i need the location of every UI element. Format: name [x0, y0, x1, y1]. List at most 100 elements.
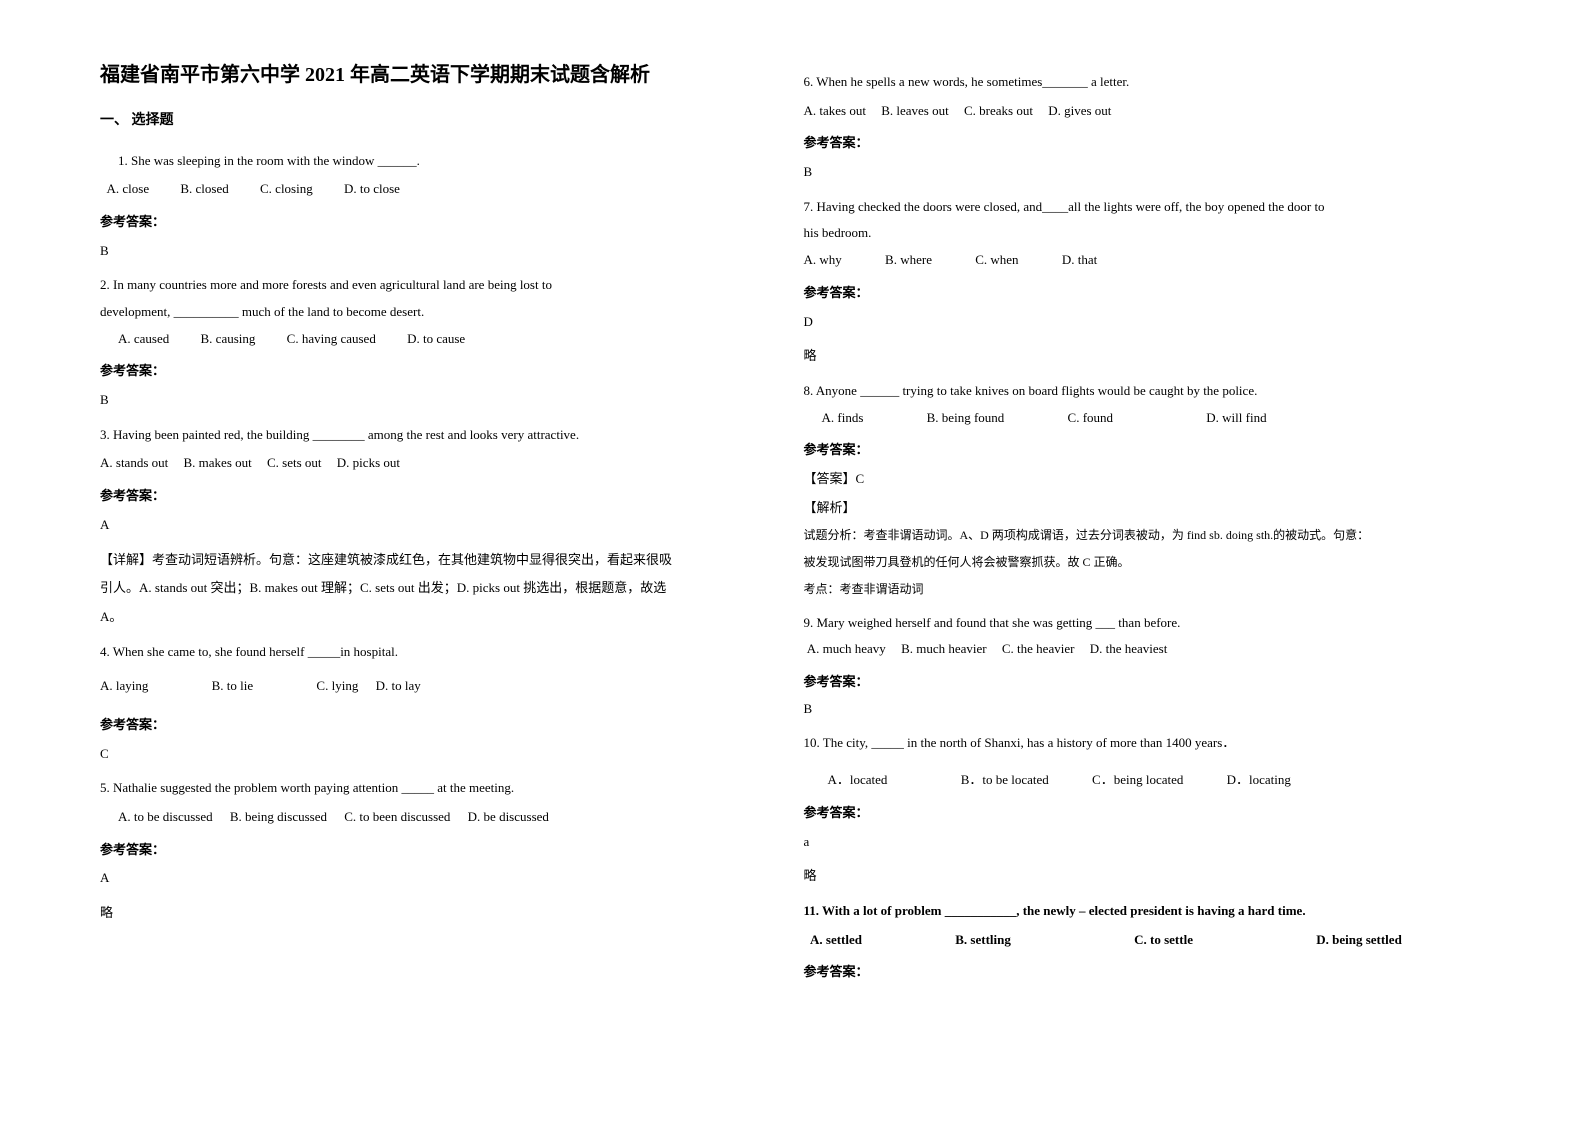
q8-text: 8. Anyone ______ trying to take knives o…	[804, 379, 1478, 404]
q4-optA: A. laying	[100, 674, 148, 699]
q4-text: 4. When she came to, she found herself _…	[100, 640, 774, 665]
q9-optC: C. the heavier	[1002, 637, 1075, 662]
q10-text: 10. The city, _____ in the north of Shan…	[804, 731, 1478, 756]
q5-options: A. to be discussed B. being discussed C.…	[100, 805, 774, 830]
q2-line1: 2. In many countries more and more fores…	[100, 273, 774, 298]
q4-optD: D. to lay	[376, 674, 421, 699]
q5-text: 5. Nathalie suggested the problem worth …	[100, 776, 774, 801]
q3-answer: A	[100, 513, 774, 538]
q7-line2: his bedroom.	[804, 221, 1478, 246]
q7-optB: B. where	[885, 248, 932, 273]
q9-answer-label: 参考答案：	[804, 670, 1478, 695]
q1-answer: B	[100, 239, 774, 264]
q10-options: A．located B．to be located C．being locate…	[804, 768, 1478, 793]
q1-optB: B. closed	[180, 177, 228, 202]
q11-optA: A. settled	[810, 928, 862, 953]
q6-answer-label: 参考答案：	[804, 131, 1478, 156]
q7-answer-label: 参考答案：	[804, 281, 1478, 306]
q6-answer: B	[804, 160, 1478, 185]
q8-ansLine: 【答案】C	[804, 467, 1478, 492]
right-column: 6. When he spells a new words, he someti…	[804, 60, 1508, 1082]
q7-optA: A. why	[804, 248, 842, 273]
q4-answer: C	[100, 742, 774, 767]
q5-answer: A	[100, 866, 774, 891]
q4-optB: B. to lie	[212, 674, 254, 699]
q3-exp1: 【详解】考查动词短语辨析。句意：这座建筑被漆成红色，在其他建筑物中显得很突出，看…	[100, 548, 774, 573]
q7-optC: C. when	[975, 248, 1018, 273]
q8-expHeader: 【解析】	[804, 496, 1478, 521]
q11-text: 11. With a lot of problem ___________, t…	[804, 899, 1478, 924]
q3-answer-label: 参考答案：	[100, 484, 774, 509]
q5-optB: B. being discussed	[230, 805, 327, 830]
q1-optD: D. to close	[344, 177, 400, 202]
q2-answer-label: 参考答案：	[100, 359, 774, 384]
q2-answer: B	[100, 388, 774, 413]
q11-answer-label: 参考答案：	[804, 960, 1478, 985]
q4-answer-label: 参考答案：	[100, 713, 774, 738]
q8-optA: A. finds	[822, 406, 864, 431]
q5-optC: C. to been discussed	[344, 805, 450, 830]
q1-optA: A. close	[107, 177, 150, 202]
q4-optC: C. lying	[316, 674, 358, 699]
q11-optC: C. to settle	[1134, 928, 1193, 953]
q9-options: A. much heavy B. much heavier C. the hea…	[804, 637, 1478, 662]
q9-optA: A. much heavy	[807, 637, 886, 662]
q2-line2: development, __________ much of the land…	[100, 300, 774, 325]
q7-options: A. why B. where C. when D. that	[804, 248, 1478, 273]
q11-optD: D. being settled	[1316, 928, 1402, 953]
q2-options: A. caused B. causing C. having caused D.…	[100, 327, 774, 352]
q5-extra: 略	[100, 901, 774, 926]
q6-options: A. takes out B. leaves out C. breaks out…	[804, 99, 1478, 124]
q2-optD: D. to cause	[407, 327, 465, 352]
left-column: 福建省南平市第六中学 2021 年高二英语下学期期末试题含解析 一、 选择题 1…	[100, 60, 804, 1082]
q10-optD: D．locating	[1227, 768, 1291, 793]
q5-optD: D. be discussed	[468, 805, 549, 830]
q7-answer: D	[804, 310, 1478, 335]
q8-exp3: 考点：考查非谓语动词	[804, 578, 1478, 601]
q10-optB: B．to be located	[961, 768, 1049, 793]
q9-optB: B. much heavier	[901, 637, 987, 662]
q11-optB: B. settling	[955, 928, 1011, 953]
q8-exp1: 试题分析：考查非谓语动词。A、D 两项构成谓语，过去分词表被动，为 find s…	[804, 524, 1478, 547]
q3-optD: D. picks out	[337, 451, 400, 476]
q3-options: A. stands out B. makes out C. sets out D…	[100, 451, 774, 476]
section-header-1: 一、 选择题	[100, 108, 774, 135]
q9-optD: D. the heaviest	[1090, 637, 1168, 662]
q10-answer-label: 参考答案：	[804, 801, 1478, 826]
q6-optA: A. takes out	[804, 99, 866, 124]
q8-optC: C. found	[1068, 406, 1114, 431]
q3-exp3: A。	[100, 605, 774, 630]
q8-optB: B. being found	[927, 406, 1005, 431]
document-title: 福建省南平市第六中学 2021 年高二英语下学期期末试题含解析	[100, 60, 774, 90]
q1-optC: C. closing	[260, 177, 313, 202]
q10-optA: A．located	[828, 768, 888, 793]
q3-optC: C. sets out	[267, 451, 322, 476]
q7-extra: 略	[804, 344, 1478, 369]
q1-options: A. close B. closed C. closing D. to clos…	[100, 177, 774, 202]
q10-extra: 略	[804, 864, 1478, 889]
q7-optD: D. that	[1062, 248, 1097, 273]
q6-optC: C. breaks out	[964, 99, 1033, 124]
q2-optC: C. having caused	[287, 327, 376, 352]
q1-text: 1. She was sleeping in the room with the…	[100, 149, 774, 174]
q3-text: 3. Having been painted red, the building…	[100, 423, 774, 448]
q10-optC: C．being located	[1092, 768, 1183, 793]
q3-optA: A. stands out	[100, 451, 168, 476]
q4-options: A. laying B. to lie C. lying D. to lay	[100, 674, 774, 699]
q9-answer: B	[804, 697, 1478, 722]
q2-optA: A. caused	[118, 327, 169, 352]
q10-answer: a	[804, 830, 1478, 855]
q6-optD: D. gives out	[1048, 99, 1111, 124]
q8-answer-label: 参考答案：	[804, 438, 1478, 463]
q5-optA: A. to be discussed	[118, 805, 213, 830]
q6-optB: B. leaves out	[881, 99, 949, 124]
q6-text: 6. When he spells a new words, he someti…	[804, 70, 1478, 95]
q2-optB: B. causing	[201, 327, 256, 352]
q8-options: A. finds B. being found C. found D. will…	[804, 406, 1478, 431]
q8-exp2: 被发现试图带刀具登机的任何人将会被警察抓获。故 C 正确。	[804, 551, 1478, 574]
q8-optD: D. will find	[1206, 406, 1266, 431]
q3-exp2: 引人。A. stands out 突出；B. makes out 理解；C. s…	[100, 576, 774, 601]
q9-text: 9. Mary weighed herself and found that s…	[804, 611, 1478, 636]
q11-options: A. settled B. settling C. to settle D. b…	[804, 928, 1478, 953]
q7-line1: 7. Having checked the doors were closed,…	[804, 195, 1478, 220]
